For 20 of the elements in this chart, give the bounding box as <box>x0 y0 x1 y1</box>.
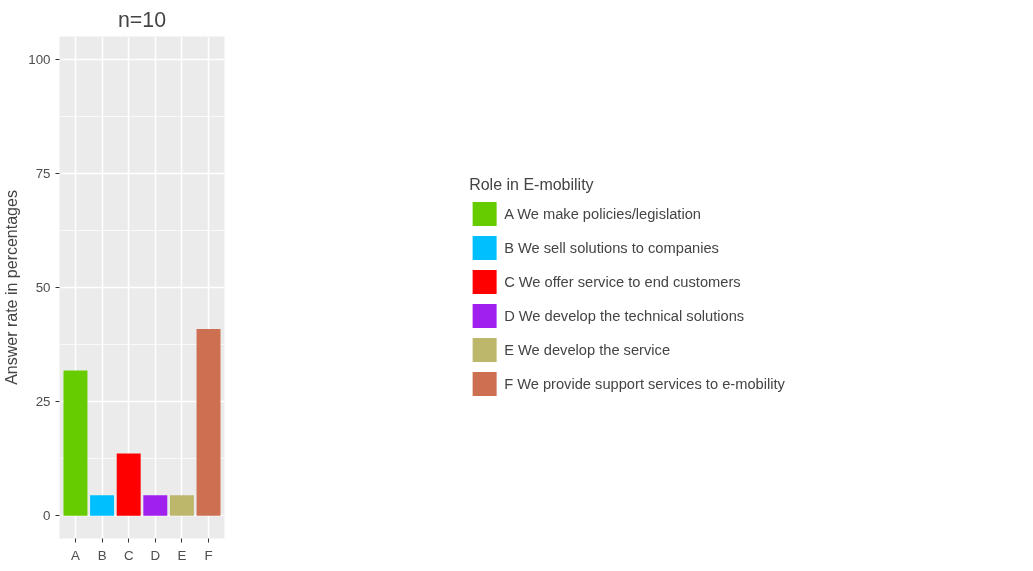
y-tick-label: 50 <box>35 280 51 295</box>
legend-title: Role in E-mobility <box>469 175 595 194</box>
legend-label: B We sell solutions to companies <box>504 239 719 256</box>
chart-title: n=10 <box>117 7 167 32</box>
x-tick-label: E <box>177 547 187 563</box>
y-tick-label: 100 <box>28 51 51 67</box>
x-tick-label: A <box>71 547 81 563</box>
y-tick-label: 0 <box>43 508 51 524</box>
legend-label: A We make policies/legislation <box>504 205 701 222</box>
x-tick-label: B <box>97 547 107 563</box>
y-tick-label: 25 <box>35 394 51 410</box>
x-tick-label: C <box>123 547 134 563</box>
legend-label: D We develop the technical solutions <box>504 307 745 324</box>
y-tick-label: 75 <box>35 165 51 181</box>
legend-label: F We provide support services to e-mobility <box>504 375 785 392</box>
legend-label: C We offer service to end customers <box>504 273 741 290</box>
x-tick-label: F <box>204 547 213 563</box>
y-axis-title: Answer rate in percentages <box>3 190 21 385</box>
x-tick-label: D <box>150 547 161 563</box>
legend-label: E We develop the service <box>504 341 671 358</box>
